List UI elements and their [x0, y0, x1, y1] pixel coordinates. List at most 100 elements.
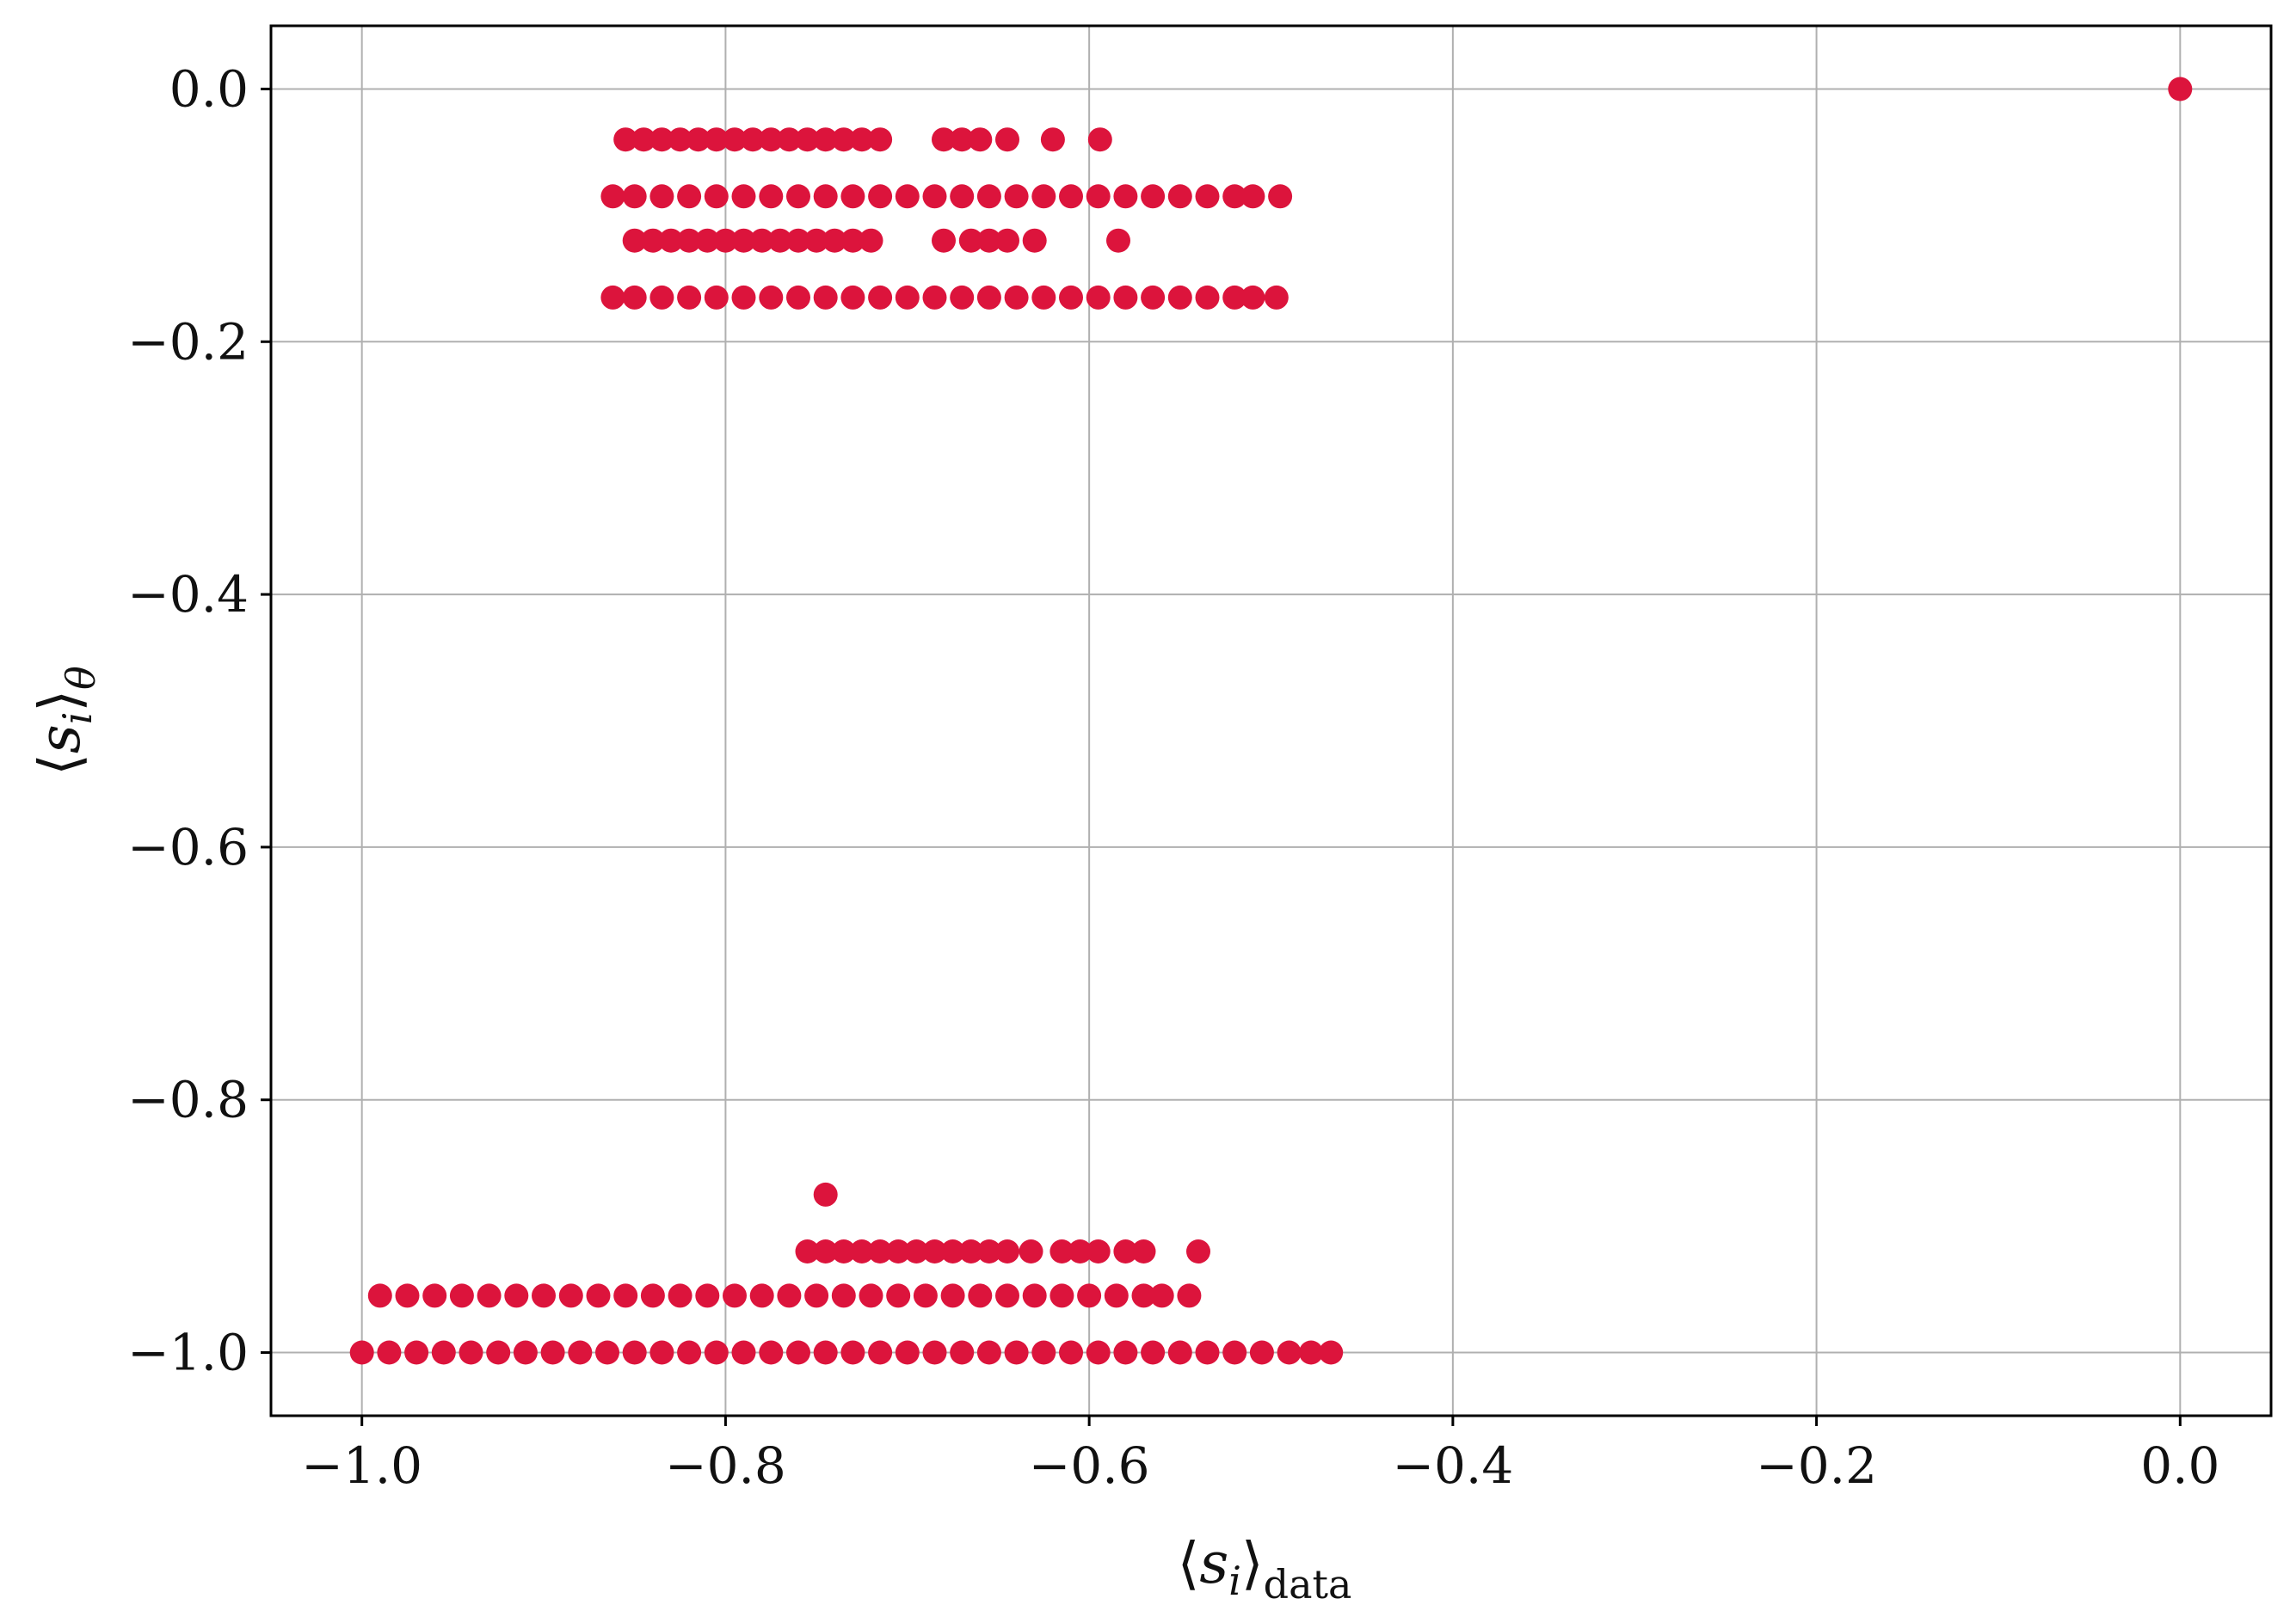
data-point: [868, 285, 893, 310]
data-point: [431, 1340, 456, 1365]
data-point: [976, 184, 1001, 209]
data-point: [759, 127, 784, 152]
data-point: [1059, 285, 1083, 310]
data-point: [1167, 184, 1192, 209]
data-point: [600, 184, 625, 209]
data-point: [1195, 285, 1220, 310]
data-point: [840, 285, 865, 310]
x-tick-label: 0.0: [2140, 1436, 2219, 1495]
data-point: [677, 184, 702, 209]
data-point: [704, 1340, 729, 1365]
data-point: [540, 1340, 565, 1365]
data-point: [1086, 184, 1111, 209]
data-point: [731, 285, 756, 310]
data-point: [1050, 1239, 1074, 1263]
data-point: [786, 184, 810, 209]
data-point: [749, 1283, 774, 1308]
x-tick-label: −0.4: [1392, 1436, 1513, 1495]
data-point: [1113, 1340, 1138, 1365]
data-point: [813, 1239, 838, 1263]
data-point: [1319, 1340, 1344, 1365]
data-points: [349, 77, 2193, 1365]
data-point: [804, 228, 829, 253]
data-point: [558, 1283, 583, 1308]
data-point: [1113, 1239, 1138, 1263]
data-point: [704, 184, 729, 209]
data-point: [1022, 1283, 1047, 1308]
data-point: [777, 1283, 802, 1308]
y-tick-label: −0.6: [127, 818, 249, 876]
data-point: [1240, 285, 1265, 310]
y-tick-label: −0.2: [127, 312, 249, 371]
data-point: [886, 1283, 911, 1308]
data-point: [1141, 285, 1166, 310]
data-point: [723, 1283, 747, 1308]
data-point: [504, 1283, 529, 1308]
data-point: [932, 127, 956, 152]
data-point: [840, 184, 865, 209]
data-point: [513, 1340, 538, 1365]
data-point: [1087, 127, 1112, 152]
data-point: [349, 1340, 374, 1365]
data-point: [586, 1283, 611, 1308]
y-tick-label: 0.0: [169, 59, 249, 118]
y-tick-label: −1.0: [127, 1324, 249, 1382]
data-point: [813, 1340, 838, 1365]
data-point: [831, 127, 856, 152]
data-point: [613, 1283, 638, 1308]
x-tick-label: −1.0: [301, 1436, 422, 1495]
data-point: [600, 285, 625, 310]
data-point: [932, 228, 956, 253]
data-point: [968, 127, 993, 152]
data-point: [859, 228, 883, 253]
data-point: [813, 184, 838, 209]
data-point: [831, 1239, 856, 1263]
data-point: [1077, 1283, 1102, 1308]
data-point: [995, 1239, 1019, 1263]
data-point: [1031, 184, 1056, 209]
data-point: [367, 1283, 392, 1308]
data-point: [1299, 1340, 1323, 1365]
data-point: [995, 228, 1019, 253]
data-point: [595, 1340, 619, 1365]
y-tick-labels: 0.0 −0.2 −0.4 −0.6 −0.8 −1.0: [127, 59, 249, 1381]
data-point: [695, 228, 720, 253]
data-point: [940, 1239, 965, 1263]
data-point: [904, 1239, 929, 1263]
data-point: [1086, 285, 1111, 310]
data-point: [840, 1340, 865, 1365]
data-point: [958, 228, 983, 253]
data-point: [895, 184, 920, 209]
data-point: [868, 127, 893, 152]
data-point: [831, 1283, 856, 1308]
data-point: [822, 228, 847, 253]
data-point: [1050, 1283, 1074, 1308]
data-point: [613, 127, 638, 152]
data-point: [731, 184, 756, 209]
data-point: [1086, 1340, 1111, 1365]
data-point: [1240, 184, 1265, 209]
data-point: [649, 1340, 674, 1365]
x-tick-label: −0.8: [665, 1436, 786, 1495]
data-point: [759, 184, 784, 209]
data-point: [777, 127, 802, 152]
data-point: [459, 1340, 483, 1365]
data-point: [749, 228, 774, 253]
data-point: [1031, 1340, 1056, 1365]
data-point: [1022, 228, 1047, 253]
data-point: [958, 1239, 983, 1263]
data-point: [2168, 77, 2193, 101]
data-point: [622, 228, 647, 253]
data-point: [649, 285, 674, 310]
data-point: [795, 1239, 820, 1263]
data-point: [922, 1340, 947, 1365]
data-point: [995, 1283, 1019, 1308]
data-point: [677, 285, 702, 310]
data-point: [532, 1283, 556, 1308]
data-point: [995, 127, 1019, 152]
data-point: [813, 1182, 838, 1207]
data-point: [795, 127, 820, 152]
data-point: [741, 127, 766, 152]
data-point: [377, 1340, 402, 1365]
